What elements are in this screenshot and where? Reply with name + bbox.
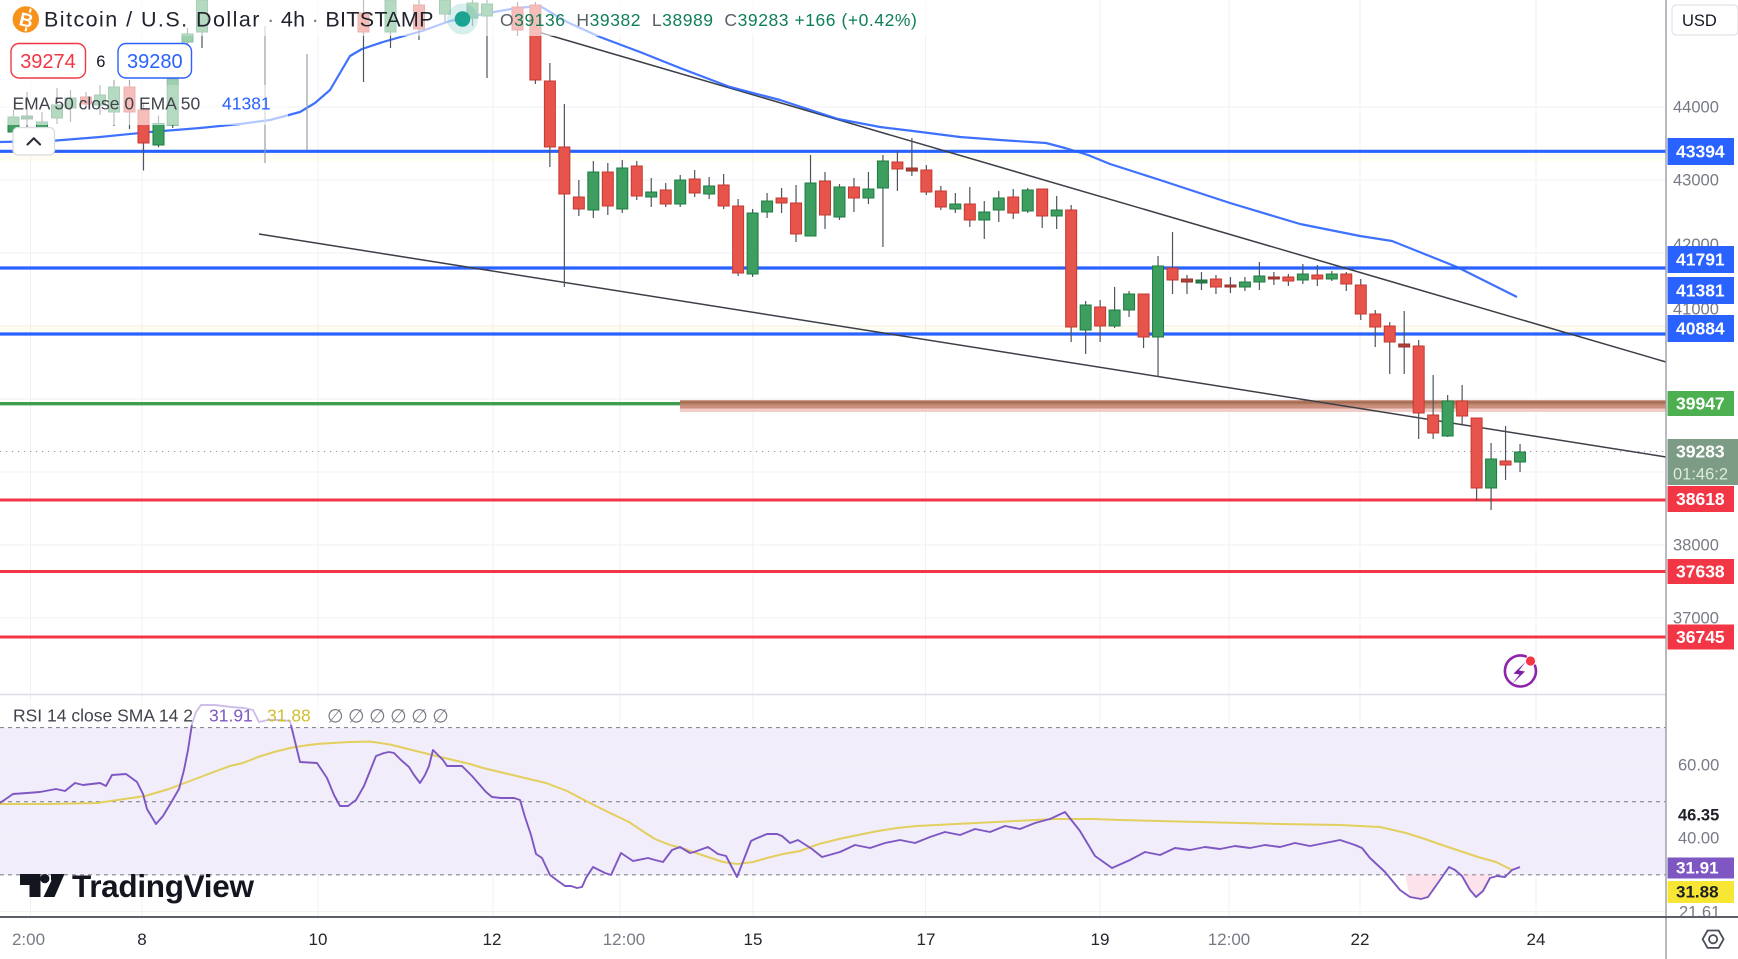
svg-text:38618: 38618 (1676, 489, 1725, 509)
svg-text:O39136 H39382 L38989 C39283: O39136 H39382 L38989 C39283 +166 (+0.42%… (500, 10, 917, 30)
svg-text:37000: 37000 (1673, 610, 1719, 628)
svg-text:USD: USD (1682, 12, 1717, 30)
svg-text:41791: 41791 (1676, 250, 1725, 270)
svg-text:17: 17 (917, 930, 936, 949)
svg-text:37638: 37638 (1676, 562, 1725, 582)
svg-text:43000: 43000 (1673, 172, 1719, 190)
svg-text:41381: 41381 (222, 94, 271, 114)
svg-text:31.91: 31.91 (209, 706, 253, 726)
svg-text:39280: 39280 (127, 51, 183, 73)
svg-text:31.91: 31.91 (1676, 859, 1719, 878)
svg-text:38000: 38000 (1673, 537, 1719, 555)
svg-text:22: 22 (1351, 930, 1370, 949)
svg-text:TradingView: TradingView (72, 868, 254, 904)
svg-text:41381: 41381 (1676, 281, 1725, 301)
svg-text:EMA 50 close 0 EMA 50: EMA 50 close 0 EMA 50 (13, 94, 201, 114)
svg-text:12:00: 12:00 (1208, 930, 1251, 949)
svg-text:40884: 40884 (1676, 319, 1725, 339)
svg-text:46.35: 46.35 (1678, 807, 1719, 825)
svg-text:39283: 39283 (1676, 442, 1725, 462)
svg-text:31.88: 31.88 (267, 706, 311, 726)
svg-text:10: 10 (309, 930, 328, 949)
svg-text:60.00: 60.00 (1678, 757, 1719, 775)
svg-text:36745: 36745 (1676, 627, 1725, 647)
svg-text:6: 6 (96, 53, 105, 71)
svg-text:01:46:2: 01:46:2 (1673, 466, 1728, 484)
svg-text:31.88: 31.88 (1676, 883, 1719, 902)
svg-text:15: 15 (744, 930, 763, 949)
svg-text:RSI 14 close SMA 14 2: RSI 14 close SMA 14 2 (13, 706, 193, 726)
svg-text:39947: 39947 (1676, 394, 1725, 414)
svg-text:39274: 39274 (20, 51, 76, 73)
svg-text:8: 8 (137, 930, 146, 949)
svg-text:44000: 44000 (1673, 99, 1719, 117)
svg-text:24: 24 (1527, 930, 1546, 949)
svg-text:∅∅∅∅∅∅: ∅∅∅∅∅∅ (327, 707, 453, 728)
svg-text:B: B (17, 9, 35, 33)
svg-text:2:00: 2:00 (12, 930, 45, 949)
svg-text:19: 19 (1091, 930, 1110, 949)
svg-text:41000: 41000 (1673, 301, 1719, 319)
svg-text:Bitcoin / U.S. Dollar · 4h · B: Bitcoin / U.S. Dollar · 4h · BITSTAMP (44, 8, 434, 32)
svg-text:12:00: 12:00 (603, 930, 646, 949)
svg-text:21.61: 21.61 (1679, 904, 1720, 922)
svg-text:43394: 43394 (1676, 142, 1725, 162)
svg-text:40.00: 40.00 (1678, 830, 1719, 848)
svg-text:12: 12 (483, 930, 502, 949)
